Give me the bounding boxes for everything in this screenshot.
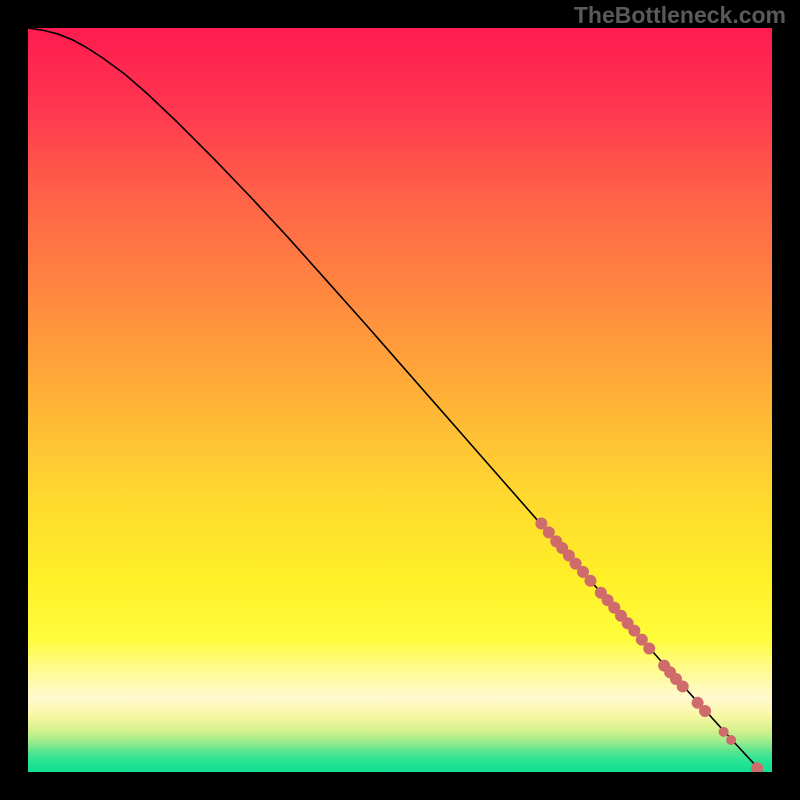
data-marker	[699, 705, 711, 717]
chart-stage: TheBottleneck.com	[0, 0, 800, 800]
data-marker	[643, 643, 655, 655]
data-marker	[719, 727, 729, 737]
data-marker	[677, 680, 689, 692]
data-marker	[751, 762, 763, 774]
watermark-text: TheBottleneck.com	[574, 2, 786, 29]
data-marker	[584, 575, 596, 587]
data-marker	[726, 735, 736, 745]
bottleneck-chart	[0, 0, 800, 800]
data-marker	[762, 773, 780, 791]
